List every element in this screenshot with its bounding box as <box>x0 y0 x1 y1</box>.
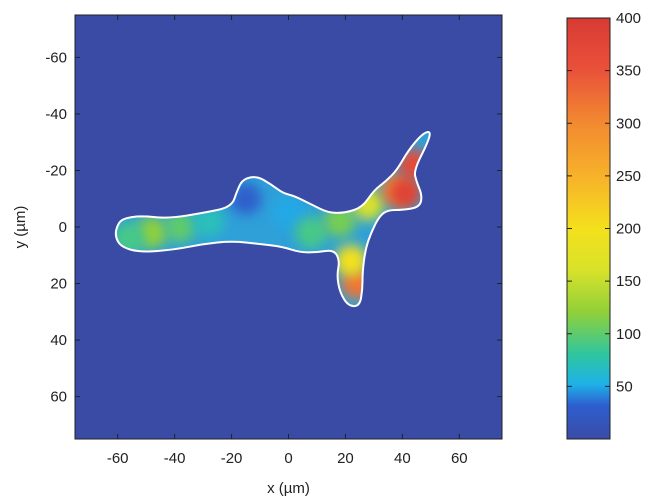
y-tick-label: -40 <box>45 106 67 123</box>
stress-spot <box>272 196 305 229</box>
x-axis-ticks: -60 -40 -20 0 20 40 60 <box>107 15 468 467</box>
y-axis-ticks: -60 -40 -20 0 20 40 60 <box>45 49 502 406</box>
x-tick-label: 0 <box>284 450 292 467</box>
x-tick-label: 20 <box>337 450 354 467</box>
x-tick-label: 40 <box>394 450 411 467</box>
y-axis-label: y (µm) <box>12 206 29 249</box>
x-tick-label: -40 <box>164 450 186 467</box>
y-tick-label: 60 <box>50 389 67 406</box>
x-tick-label: 60 <box>451 450 468 467</box>
colorbar-tick-label: 250 <box>616 168 641 185</box>
plot-area <box>74 14 503 440</box>
stress-spot <box>335 244 368 277</box>
stress-spot <box>164 211 197 243</box>
colorbar-tick-label: 350 <box>616 63 641 80</box>
cell-outline <box>114 131 431 308</box>
x-tick-label: -20 <box>221 450 243 467</box>
x-tick-label: -60 <box>107 450 129 467</box>
colorbar-tick-label: 400 <box>616 10 641 27</box>
colorbar-tick-label: 300 <box>616 115 641 132</box>
x-axis-label: x (µm) <box>267 480 310 497</box>
colorbar-tick-label: 150 <box>616 273 641 290</box>
y-tick-label: -60 <box>45 49 67 66</box>
colorbar-tick-label: 50 <box>616 378 633 395</box>
colorbar: 50 100 150 200 250 300 350 400 <box>566 10 641 440</box>
stress-spot <box>389 177 422 210</box>
y-tick-label: 20 <box>50 276 67 293</box>
y-tick-label: 0 <box>59 219 67 236</box>
colorbar-tick-label: 200 <box>616 221 641 238</box>
stress-spot <box>295 216 328 249</box>
y-tick-label: 40 <box>50 332 67 349</box>
colorbar-gradient <box>566 17 611 440</box>
colorbar-ticks: 50 100 150 200 250 300 350 400 <box>567 10 641 395</box>
y-tick-label: -20 <box>45 162 67 179</box>
colorbar-tick-label: 100 <box>616 326 641 343</box>
